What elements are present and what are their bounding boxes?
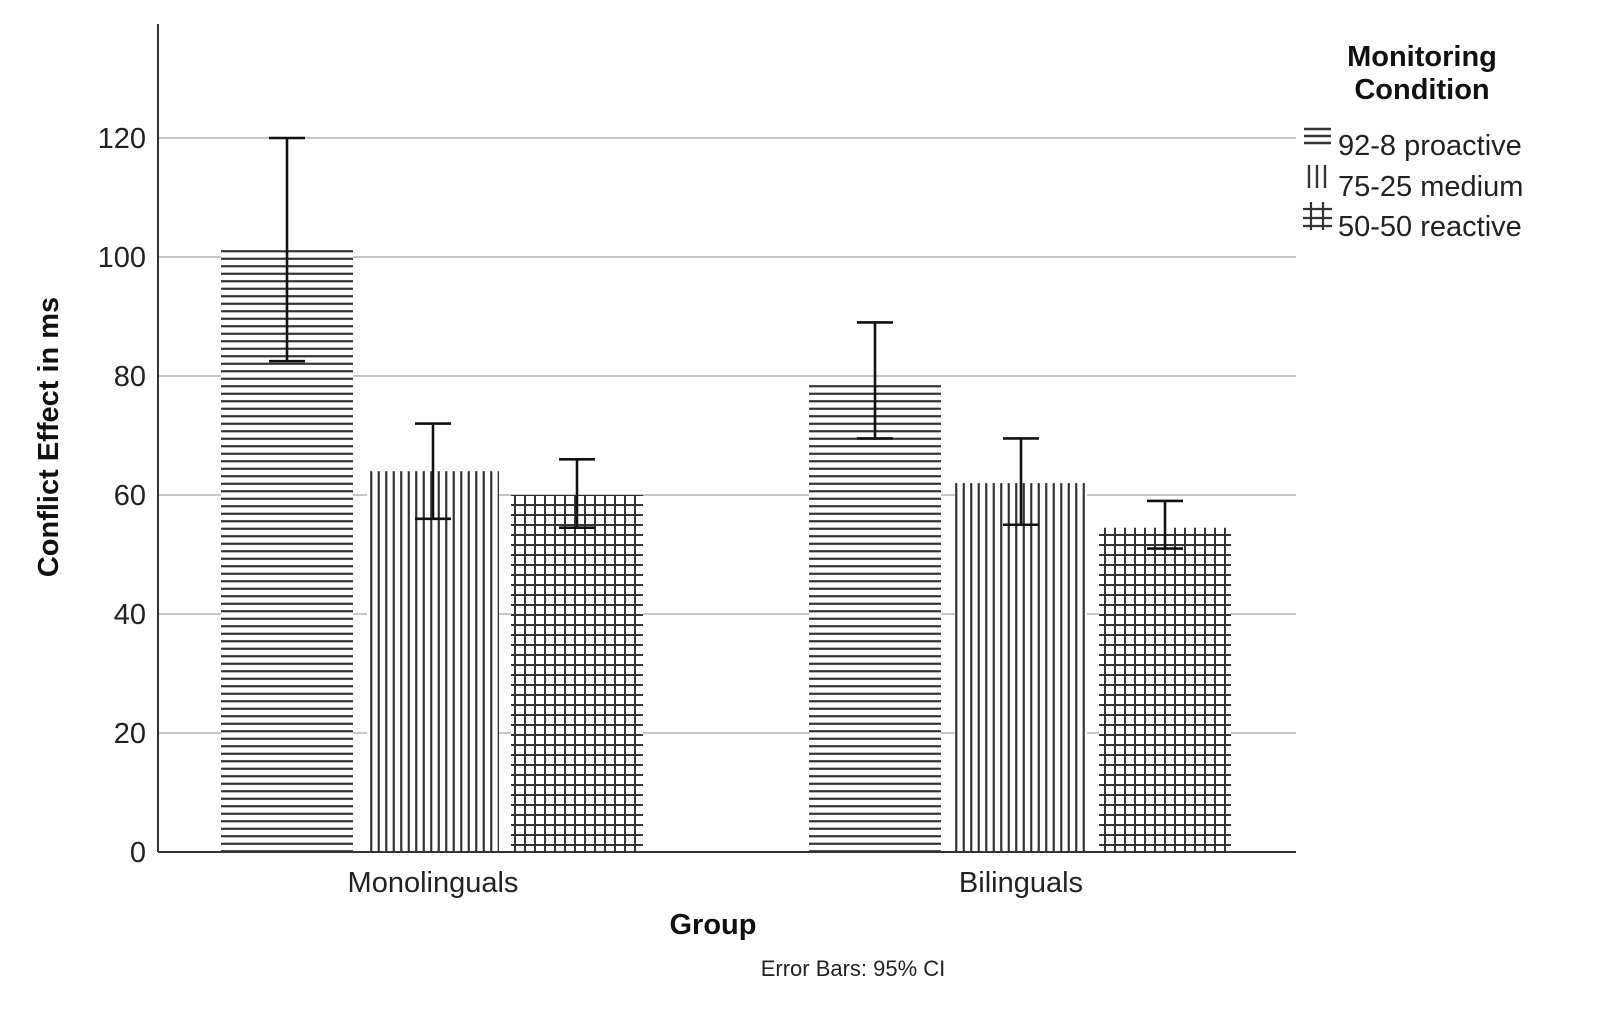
legend-item: 75-25 medium [1307, 165, 1523, 203]
bars [221, 248, 1231, 852]
bar [1099, 527, 1231, 852]
legend-title-line1: Monitoring [1347, 41, 1497, 73]
x-tick-label: Bilinguals [959, 867, 1083, 899]
x-tick-labels: Monolinguals Bilinguals [348, 867, 1084, 899]
legend-title-line2: Condition [1354, 74, 1489, 106]
bar [809, 384, 941, 852]
y-tick-label: 20 [114, 718, 146, 750]
y-tick-labels: 0 20 40 60 80 100 120 [98, 123, 146, 869]
legend-label: 92-8 proactive [1338, 130, 1522, 162]
error-bars [269, 136, 1183, 550]
y-tick-label: 40 [114, 599, 146, 631]
legend-label: 75-25 medium [1338, 171, 1523, 203]
bar [955, 483, 1087, 852]
y-tick-label: 120 [98, 123, 146, 155]
legend-item: 50-50 reactive [1303, 202, 1522, 243]
y-tick-label: 80 [114, 361, 146, 393]
legend-label: 50-50 reactive [1338, 211, 1522, 243]
y-axis-title: Conflict Effect in ms [33, 297, 65, 577]
x-axis-title: Group [670, 909, 757, 941]
legend-items: 92-8 proactive 75-25 medium 50-50 reactive [1303, 127, 1523, 243]
error-bar [269, 136, 305, 363]
error-bars-note: Error Bars: 95% CI [761, 956, 946, 981]
y-tick-label: 0 [130, 837, 146, 869]
x-tick-label: Monolinguals [348, 867, 519, 899]
legend-swatch [1307, 165, 1327, 188]
error-bar [559, 457, 595, 530]
bar [367, 471, 499, 852]
y-tick-label: 100 [98, 242, 146, 274]
legend-swatch [1304, 127, 1331, 145]
bar [511, 495, 643, 852]
error-bar [415, 422, 451, 521]
legend-item: 92-8 proactive [1304, 127, 1522, 162]
y-tick-label: 60 [114, 480, 146, 512]
axes [157, 24, 1296, 853]
legend: Monitoring Condition 92-8 proactive 75-25… [1303, 41, 1523, 243]
error-bar [1003, 437, 1039, 527]
error-bar [1147, 499, 1183, 550]
legend-swatch [1303, 202, 1332, 230]
error-bar [857, 321, 893, 440]
